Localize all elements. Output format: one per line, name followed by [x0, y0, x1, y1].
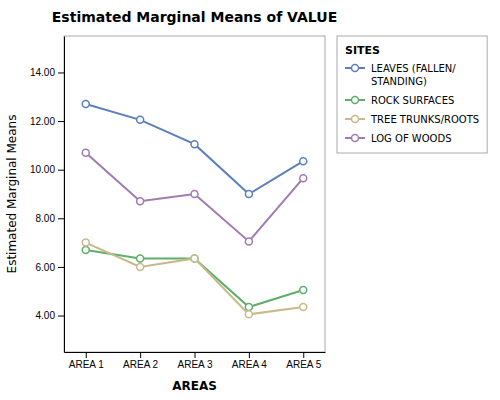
line [86, 243, 304, 315]
x-tick-mark [303, 352, 304, 358]
y-tick-label: 12.00 [30, 116, 55, 127]
point [137, 198, 144, 205]
y-tick: 4.00 [36, 310, 64, 321]
x-tick: AREA 3 [177, 352, 212, 370]
y-tick-mark [58, 72, 64, 73]
y-axis-title: Estimated Marginal Means [5, 115, 19, 274]
point [300, 287, 307, 294]
legend-marker [352, 135, 359, 142]
line [86, 250, 304, 307]
y-tick-mark [58, 218, 64, 219]
point [137, 255, 144, 262]
legend-marker [352, 65, 359, 72]
point [191, 141, 198, 148]
x-tick-label: AREA 3 [177, 359, 212, 370]
y-tick-label: 14.00 [30, 67, 55, 78]
x-axis: AREA 1 AREA 2 AREA 3 AREA 4 AREA 5 [65, 352, 326, 370]
y-tick-label: 6.00 [36, 262, 56, 273]
y-tick-label: 10.00 [30, 164, 55, 175]
legend: SITES LEAVES (FALLEN/STANDING) ROCK SURFAC… [337, 36, 487, 153]
point [82, 101, 89, 108]
series [82, 149, 307, 245]
point [82, 149, 89, 156]
legend-marker [352, 97, 359, 104]
point [245, 304, 252, 311]
legend-marker [352, 116, 359, 123]
x-tick: AREA 4 [232, 352, 267, 370]
x-tick-label: AREA 2 [123, 359, 158, 370]
point [191, 255, 198, 262]
series [82, 239, 307, 318]
series [82, 101, 307, 198]
legend-frame [337, 36, 487, 153]
point [245, 311, 252, 318]
y-tick-mark [58, 316, 64, 317]
point [137, 116, 144, 123]
x-tick-label: AREA 1 [69, 359, 104, 370]
legend-label: TREE TRUNKS/ROOTS [370, 114, 479, 125]
point [300, 158, 307, 165]
x-tick: AREA 2 [123, 352, 158, 370]
y-tick: 14.00 [30, 67, 64, 78]
y-tick-mark [58, 267, 64, 268]
title: Estimated Marginal Means of VALUE [52, 9, 337, 25]
point [82, 239, 89, 246]
x-tick-label: AREA 4 [232, 359, 267, 370]
x-tick: AREA 5 [286, 352, 321, 370]
x-tick-mark [86, 352, 87, 358]
y-tick-label: 4.00 [36, 310, 56, 321]
x-tick-mark [140, 352, 141, 358]
x-tick-label: AREA 5 [286, 359, 321, 370]
point [191, 191, 198, 198]
point [245, 238, 252, 245]
y-tick: 8.00 [36, 213, 64, 224]
y-tick: 12.00 [30, 116, 64, 127]
y-tick-mark [58, 121, 64, 122]
point [137, 263, 144, 270]
legend-label: ROCK SURFACES [371, 95, 454, 106]
plot-frame [64, 36, 325, 352]
y-axis-line [64, 37, 65, 353]
marks [82, 101, 307, 318]
y-tick: 6.00 [36, 262, 64, 273]
y-axis: 4.00 6.00 8.00 10.00 12.00 14.00 [30, 37, 65, 353]
x-tick-mark [249, 352, 250, 358]
legend-label: LEAVES (FALLEN/STANDING) [371, 63, 456, 87]
point [245, 191, 252, 198]
x-tick: AREA 1 [69, 352, 104, 370]
y-tick-label: 8.00 [36, 213, 56, 224]
y-tick-mark [58, 170, 64, 171]
point [191, 255, 198, 262]
point [82, 246, 89, 253]
chart: AREA 1 AREA 2 AREA 3 AREA 4 AREA 5 4.00 6.00 8.… [0, 0, 500, 400]
legend-title: SITES [345, 44, 380, 57]
point [300, 304, 307, 311]
point [300, 175, 307, 182]
x-tick-mark [195, 352, 196, 358]
y-tick: 10.00 [30, 164, 64, 175]
x-axis-title: AREAS [172, 379, 217, 393]
line [86, 153, 304, 242]
legend-label: LOG OF WOODS [371, 133, 452, 144]
plot-area: AREA 1 AREA 2 AREA 3 AREA 4 AREA 5 4.00 6.00 8.… [30, 36, 326, 370]
